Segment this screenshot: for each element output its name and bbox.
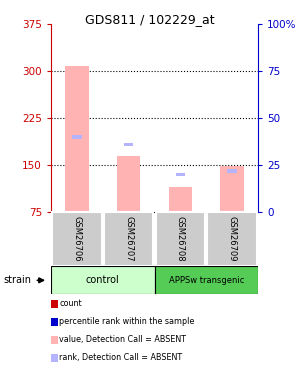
Text: percentile rank within the sample: percentile rank within the sample: [59, 317, 194, 326]
Text: GDS811 / 102229_at: GDS811 / 102229_at: [85, 13, 215, 26]
Text: strain: strain: [3, 275, 31, 285]
Bar: [176, 172, 185, 176]
Bar: [155, 212, 205, 266]
Bar: [154, 266, 258, 294]
Text: value, Detection Call = ABSENT: value, Detection Call = ABSENT: [59, 335, 186, 344]
Text: count: count: [59, 299, 82, 308]
Bar: [104, 212, 154, 266]
Text: control: control: [86, 275, 120, 285]
Bar: [220, 166, 244, 212]
Text: rank, Detection Call = ABSENT: rank, Detection Call = ABSENT: [59, 353, 182, 362]
Bar: [169, 187, 192, 212]
Text: APPSw transgenic: APPSw transgenic: [169, 276, 244, 285]
Bar: [51, 266, 154, 294]
Bar: [207, 212, 257, 266]
Text: GSM26706: GSM26706: [72, 216, 81, 262]
Bar: [65, 66, 88, 212]
Bar: [124, 142, 133, 146]
Bar: [72, 135, 82, 139]
Text: GSM26707: GSM26707: [124, 216, 133, 262]
Text: GSM26709: GSM26709: [228, 216, 237, 262]
Bar: [227, 169, 237, 172]
Bar: [117, 156, 140, 212]
Bar: [52, 212, 102, 266]
Text: GSM26708: GSM26708: [176, 216, 185, 262]
